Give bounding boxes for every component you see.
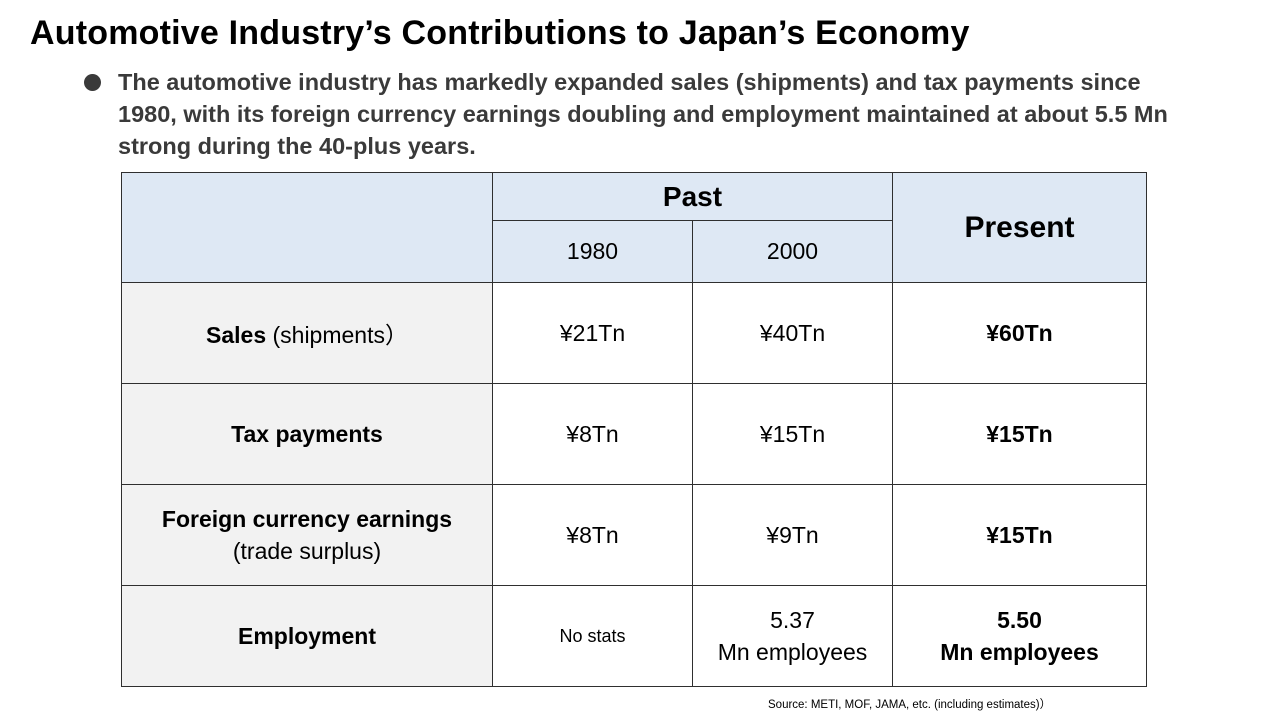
table-row: Sales (shipments） ¥21Tn ¥40Tn ¥60Tn xyxy=(121,282,1147,384)
employment-present-value: 5.50 xyxy=(997,607,1042,633)
employment-2000-value: 5.37 xyxy=(770,607,815,633)
row-label-normal: (trade surplus) xyxy=(232,538,382,564)
row-label-bold: Sales xyxy=(206,322,267,348)
cell-tax-2000: ¥15Tn xyxy=(692,383,893,485)
header-empty-cell xyxy=(121,172,493,283)
employment-present-unit: Mn employees xyxy=(940,639,1099,665)
cell-employment-2000: 5.37 Mn employees xyxy=(692,585,893,687)
table-row: Tax payments ¥8Tn ¥15Tn ¥15Tn xyxy=(121,383,1147,485)
table-row: Foreign currency earnings (trade surplus… xyxy=(121,484,1147,586)
header-present: Present xyxy=(892,172,1147,283)
row-label-bold: Foreign currency earnings xyxy=(161,506,453,532)
row-label-employment: Employment xyxy=(121,585,493,687)
row-label-tax: Tax payments xyxy=(121,383,493,485)
cell-foreign-present: ¥15Tn xyxy=(892,484,1147,586)
contributions-table: Past Present 1980 2000 Sales (shipments）… xyxy=(121,172,1147,687)
cell-sales-2000: ¥40Tn xyxy=(692,282,893,384)
page-title: Automotive Industry’s Contributions to J… xyxy=(30,14,970,52)
cell-tax-present: ¥15Tn xyxy=(892,383,1147,485)
row-label-normal: (shipments） xyxy=(266,322,408,348)
cell-sales-1980: ¥21Tn xyxy=(492,282,693,384)
cell-employment-present: 5.50 Mn employees xyxy=(892,585,1147,687)
summary-bullet: The automotive industry has markedly exp… xyxy=(84,66,1184,162)
employment-2000-unit: Mn employees xyxy=(717,639,868,665)
cell-foreign-2000: ¥9Tn xyxy=(692,484,893,586)
table-row: Employment No stats 5.37 Mn employees 5.… xyxy=(121,585,1147,687)
row-label-sales: Sales (shipments） xyxy=(121,282,493,384)
cell-tax-1980: ¥8Tn xyxy=(492,383,693,485)
source-note: Source: METI, MOF, JAMA, etc. (including… xyxy=(768,699,1052,711)
row-label-foreign-currency: Foreign currency earnings (trade surplus… xyxy=(121,484,493,586)
cell-foreign-1980: ¥8Tn xyxy=(492,484,693,586)
summary-text: The automotive industry has markedly exp… xyxy=(118,69,1168,159)
cell-sales-present: ¥60Tn xyxy=(892,282,1147,384)
header-year-1980: 1980 xyxy=(492,220,693,283)
cell-employment-1980: No stats xyxy=(492,585,693,687)
header-past: Past xyxy=(492,172,893,221)
header-year-2000: 2000 xyxy=(692,220,893,283)
bullet-dot-icon xyxy=(84,74,101,91)
